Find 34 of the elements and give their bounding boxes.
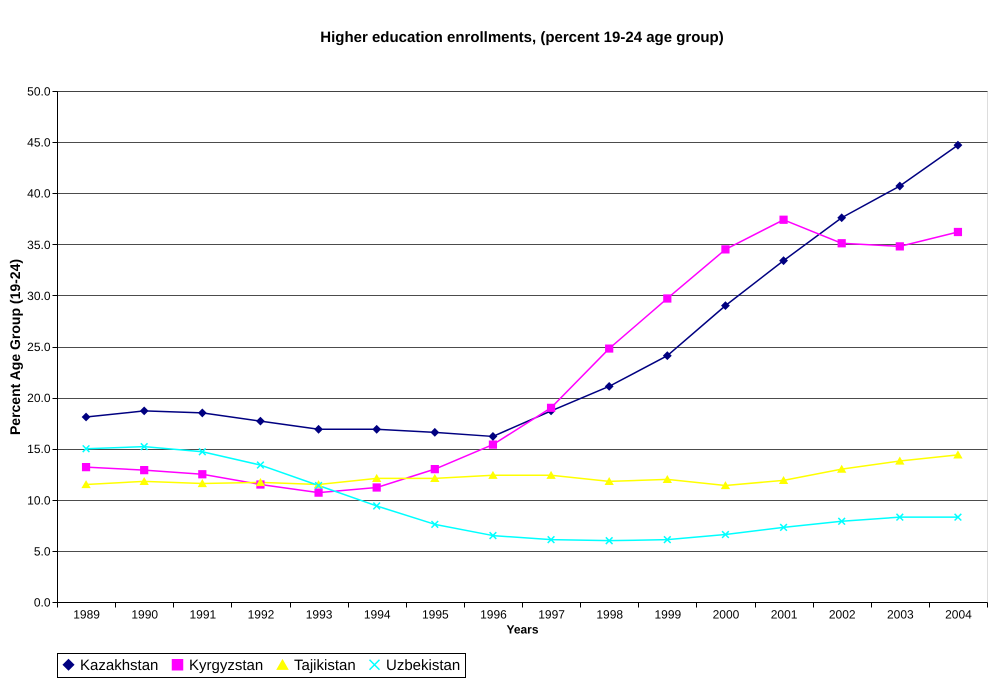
legend-label: Kazakhstan [80,656,158,674]
y-tick-label: 25.0 [27,340,51,354]
y-axis-title: Percent Age Group (19-24) [7,258,24,436]
y-tick-label: 45.0 [27,136,51,150]
x-tick-label: 1993 [306,608,333,622]
y-tick-label: 50.0 [27,84,51,98]
y-tick-label: 15.0 [27,442,51,456]
y-tick-label: 40.0 [27,186,51,201]
x-axis-title: Years [506,622,539,636]
x-tick-label: 1991 [189,608,216,622]
y-tick-label: 35.0 [27,238,51,252]
x-tick-label: 2004 [945,608,972,622]
x-tick-label: 1999 [654,608,682,622]
y-tick-label: 20.0 [27,391,51,406]
y-tick-label: 10.0 [27,493,51,508]
x-tick-label: 1998 [596,608,624,622]
x-tick-label: 1989 [73,608,100,622]
y-tick-label: 5.0 [34,544,51,558]
x-tick-label: 2000 [712,608,740,622]
x-tick-label: 2001 [770,608,798,622]
legend-label: Kyrgyzstan [189,656,264,674]
x-tick-label: 1992 [248,608,275,622]
x-tick-label: 1997 [538,608,566,622]
x-tick-label: 1994 [364,608,391,622]
x-tick-label: 2002 [828,608,856,622]
legend-label: Tajikistan [294,656,356,674]
y-tick-label: 0.0 [34,596,51,610]
x-tick-label: 1996 [480,608,508,622]
x-tick-label: 2003 [886,608,914,622]
legend-label: Uzbekistan [386,656,460,674]
y-tick-label: 30.0 [27,288,51,303]
chart-title: Higher education enrollments, (percent 19-24 age group) [320,29,724,46]
x-tick-label: 1990 [131,608,158,622]
x-tick-label: 1995 [422,608,449,622]
